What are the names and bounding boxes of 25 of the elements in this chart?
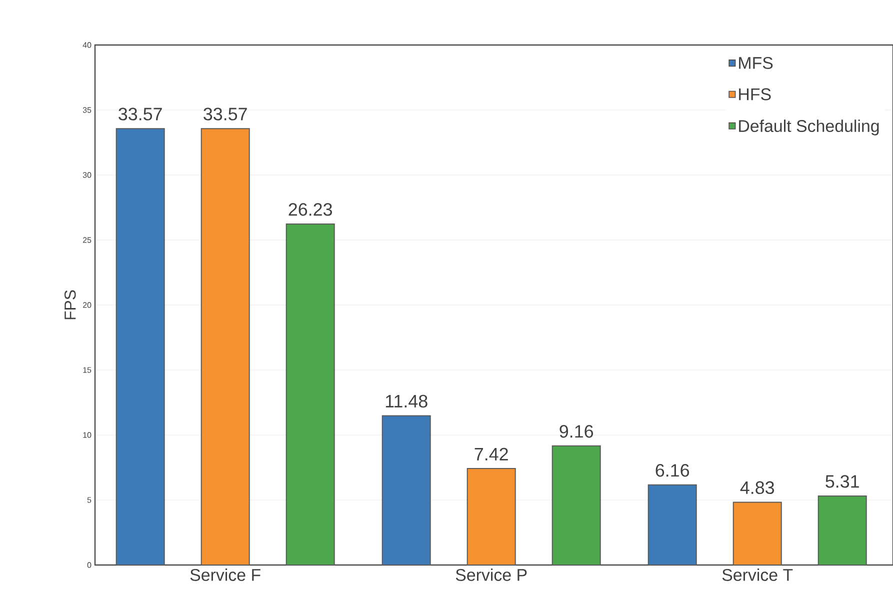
data-label: 33.57: [204, 108, 247, 120]
data-label: 33.57: [118, 108, 162, 120]
data-label: 5.31: [826, 475, 859, 488]
bar: [200, 128, 250, 566]
data-label: 11.48: [386, 394, 428, 408]
x-tick-label: Service P: [456, 568, 527, 581]
legend-label: MFS: [739, 56, 773, 69]
bar: [286, 224, 335, 566]
data-label: 7.42: [474, 448, 508, 460]
data-label: 26.23: [288, 203, 332, 216]
bar: [552, 445, 601, 566]
legend-label: HFS: [739, 88, 771, 100]
data-label: 6.16: [656, 464, 690, 477]
data-label: 9.16: [560, 425, 594, 438]
bar: [466, 468, 516, 566]
bar: [116, 128, 165, 566]
bar: [732, 502, 782, 566]
bar: [818, 495, 867, 566]
data-label: 4.83: [740, 481, 774, 494]
legend-label: Default Scheduling: [739, 120, 879, 136]
x-tick-label: Service F: [190, 568, 260, 581]
y-axis-title: FPS: [64, 290, 76, 320]
bar: [648, 484, 697, 566]
bar: [382, 415, 431, 566]
x-tick-label: Service T: [722, 568, 793, 581]
